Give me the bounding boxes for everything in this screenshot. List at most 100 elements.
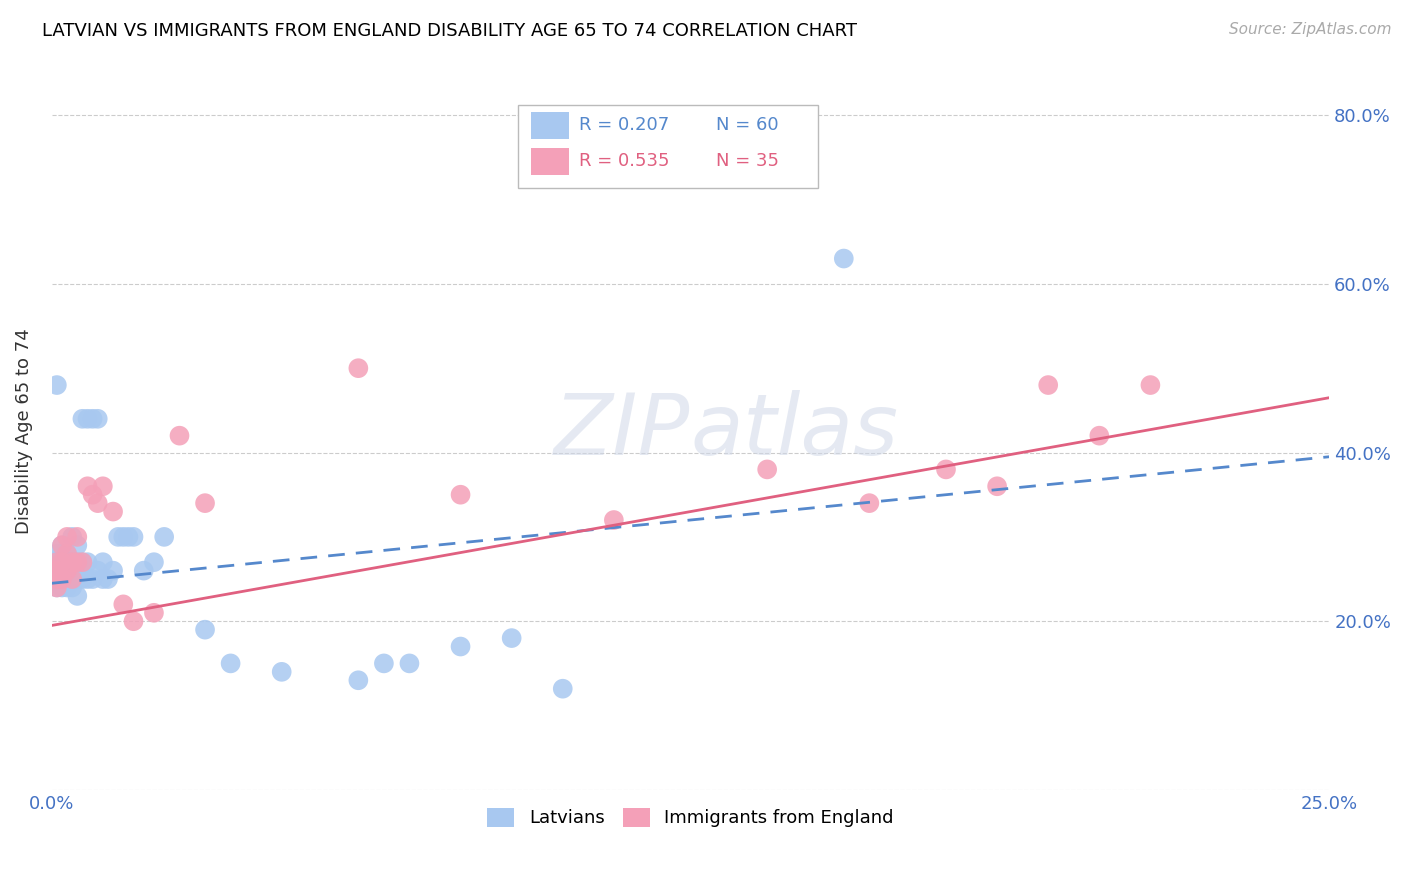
Point [72, 555, 94, 569]
Point [101, 505, 124, 519]
Point [87, 496, 110, 510]
Point [153, 530, 176, 544]
Point [832, 252, 855, 266]
Point [45, 581, 67, 595]
Point [142, 555, 165, 569]
Point [450, 488, 472, 502]
Point [66, 538, 89, 552]
Point [935, 462, 957, 476]
Point [76, 412, 98, 426]
Point [132, 564, 155, 578]
Point [56, 564, 79, 578]
Point [1139, 378, 1161, 392]
Point [76, 572, 98, 586]
Point [117, 530, 139, 544]
Point [66, 555, 89, 569]
Point [45, 564, 67, 578]
Point [45, 378, 67, 392]
Point [219, 657, 242, 671]
Point [142, 606, 165, 620]
Legend: Latvians, Immigrants from England: Latvians, Immigrants from England [479, 801, 901, 835]
Point [347, 361, 370, 376]
Point [756, 462, 779, 476]
Point [398, 657, 420, 671]
Point [51, 564, 73, 578]
Point [45, 555, 67, 569]
Point [45, 564, 67, 578]
Point [347, 673, 370, 688]
Point [373, 657, 395, 671]
Text: N = 60: N = 60 [716, 116, 779, 135]
Point [51, 572, 73, 586]
Point [87, 412, 110, 426]
Point [56, 547, 79, 561]
Text: ZIP: ZIP [554, 390, 690, 473]
Point [72, 412, 94, 426]
Point [450, 640, 472, 654]
Point [858, 496, 880, 510]
Point [51, 555, 73, 569]
Point [51, 547, 73, 561]
Point [56, 572, 79, 586]
Point [45, 555, 67, 569]
Point [45, 581, 67, 595]
Point [45, 555, 67, 569]
Point [51, 538, 73, 552]
Point [60, 564, 83, 578]
Point [122, 530, 145, 544]
Bar [531, 147, 569, 175]
Point [501, 631, 523, 645]
Point [51, 538, 73, 552]
Point [45, 572, 67, 586]
Point [60, 572, 83, 586]
FancyBboxPatch shape [517, 105, 818, 187]
Point [1088, 428, 1111, 442]
Point [56, 555, 79, 569]
Point [66, 572, 89, 586]
Y-axis label: Disability Age 65 to 74: Disability Age 65 to 74 [15, 328, 32, 534]
Point [91, 555, 114, 569]
Point [51, 572, 73, 586]
Point [82, 572, 104, 586]
Point [986, 479, 1008, 493]
Point [66, 555, 89, 569]
Point [82, 488, 104, 502]
Point [76, 555, 98, 569]
Point [194, 496, 217, 510]
Point [56, 564, 79, 578]
Point [51, 555, 73, 569]
Point [107, 530, 129, 544]
Point [169, 428, 191, 442]
Text: Source: ZipAtlas.com: Source: ZipAtlas.com [1229, 22, 1392, 37]
Point [45, 572, 67, 586]
Point [122, 614, 145, 628]
Point [76, 479, 98, 493]
Text: LATVIAN VS IMMIGRANTS FROM ENGLAND DISABILITY AGE 65 TO 74 CORRELATION CHART: LATVIAN VS IMMIGRANTS FROM ENGLAND DISAB… [42, 22, 858, 40]
Text: R = 0.207: R = 0.207 [579, 116, 669, 135]
Point [56, 530, 79, 544]
Point [60, 530, 83, 544]
Point [56, 581, 79, 595]
Point [72, 555, 94, 569]
Text: atlas: atlas [690, 390, 898, 473]
Point [66, 530, 89, 544]
Point [91, 572, 114, 586]
Point [87, 564, 110, 578]
Point [82, 412, 104, 426]
Point [60, 555, 83, 569]
Point [194, 623, 217, 637]
Point [45, 564, 67, 578]
Point [1038, 378, 1060, 392]
Point [56, 547, 79, 561]
Point [51, 581, 73, 595]
Point [60, 581, 83, 595]
Text: R = 0.535: R = 0.535 [579, 153, 669, 170]
Point [45, 547, 67, 561]
Point [66, 589, 89, 603]
Point [270, 665, 292, 679]
Bar [531, 112, 569, 139]
Point [91, 479, 114, 493]
Point [72, 572, 94, 586]
Point [112, 598, 135, 612]
Point [97, 572, 120, 586]
